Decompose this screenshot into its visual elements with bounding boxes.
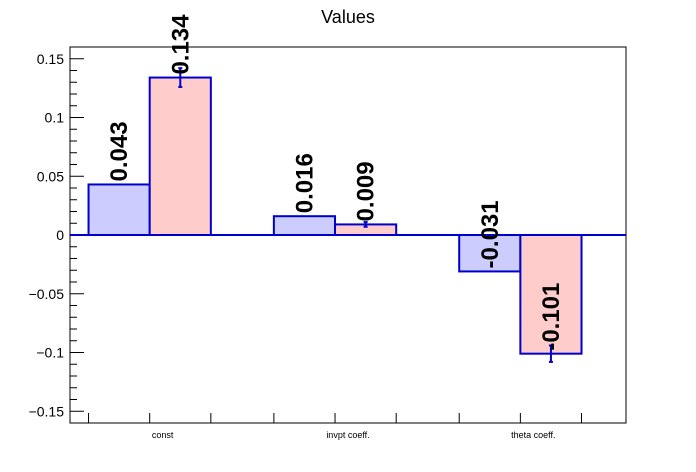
y-tick-label: −0.05 bbox=[29, 286, 65, 302]
bars-layer bbox=[87, 67, 583, 363]
value-label: 0.016 bbox=[291, 153, 318, 213]
value-label: -0.031 bbox=[477, 200, 504, 268]
chart-title: Values bbox=[321, 7, 375, 27]
value-label: 0.043 bbox=[106, 121, 133, 181]
y-tick-label: 0.1 bbox=[45, 110, 65, 126]
bar bbox=[272, 215, 337, 236]
y-tick-label: 0.05 bbox=[37, 168, 64, 184]
bar bbox=[148, 76, 212, 236]
value-label: -0.101 bbox=[538, 283, 565, 351]
y-tick-label: 0.15 bbox=[37, 51, 64, 67]
x-category-label: theta coeff. bbox=[511, 430, 555, 440]
y-axis: −0.15 −0.1 −0.05 0 0.05 0.1 0.15 bbox=[29, 46, 84, 424]
x-category-label: invpt coeff. bbox=[326, 430, 369, 440]
value-label: 0.134 bbox=[167, 14, 194, 75]
x-axis: const invpt coeff. theta coeff. bbox=[88, 413, 583, 440]
y-tick-label: −0.15 bbox=[29, 403, 65, 419]
data-labels-layer: 0.043 0.016 -0.031 0.134 0.009 -0.101 bbox=[106, 14, 565, 351]
y-tick-label: 0 bbox=[56, 227, 64, 243]
bar bbox=[519, 234, 583, 355]
bar bbox=[87, 183, 151, 237]
y-tick-label: −0.1 bbox=[36, 345, 64, 361]
x-category-label: const bbox=[152, 430, 174, 440]
value-label: 0.009 bbox=[353, 161, 380, 221]
